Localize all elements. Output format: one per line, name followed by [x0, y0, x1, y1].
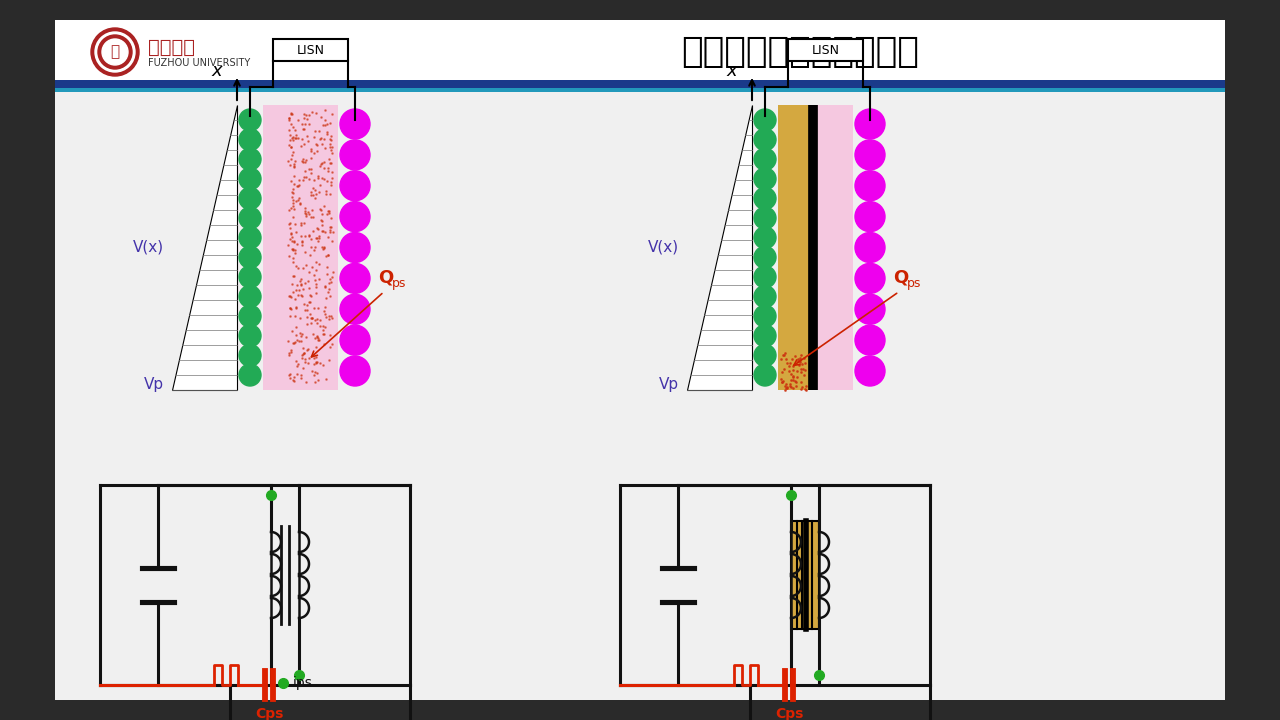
Circle shape	[754, 286, 776, 307]
Polygon shape	[172, 105, 237, 390]
Circle shape	[754, 266, 776, 288]
Circle shape	[340, 202, 370, 232]
Bar	[778, 105, 810, 390]
Text: Cps: Cps	[255, 707, 283, 720]
Bar	[262, 105, 338, 390]
Circle shape	[340, 171, 370, 201]
Circle shape	[239, 325, 261, 347]
Text: Vp: Vp	[659, 377, 678, 392]
Circle shape	[855, 356, 884, 386]
Bar	[55, 20, 1225, 80]
Text: ps: ps	[908, 277, 922, 290]
Circle shape	[855, 202, 884, 232]
Circle shape	[239, 148, 261, 170]
Circle shape	[340, 233, 370, 263]
Bar	[55, 88, 1225, 92]
Circle shape	[754, 344, 776, 366]
Text: 福: 福	[110, 45, 119, 60]
Bar	[55, 80, 1225, 88]
Text: Vp: Vp	[143, 377, 164, 392]
Circle shape	[754, 207, 776, 229]
Text: Q: Q	[893, 269, 909, 287]
Circle shape	[95, 32, 134, 72]
Text: LISN: LISN	[812, 43, 840, 56]
Text: ps: ps	[392, 277, 406, 290]
Circle shape	[239, 227, 261, 248]
Circle shape	[239, 305, 261, 327]
Bar	[791, 521, 819, 629]
Text: LISN: LISN	[297, 43, 325, 56]
Text: x: x	[727, 62, 737, 80]
Text: 福州大学: 福州大学	[148, 37, 195, 56]
Circle shape	[239, 207, 261, 229]
Circle shape	[239, 168, 261, 190]
Text: ips: ips	[293, 676, 312, 690]
Bar	[273, 39, 348, 61]
Circle shape	[99, 35, 132, 69]
Circle shape	[239, 129, 261, 150]
Text: V(x): V(x)	[133, 240, 164, 255]
Circle shape	[855, 264, 884, 293]
Text: x: x	[211, 62, 223, 80]
Circle shape	[754, 246, 776, 269]
Circle shape	[340, 356, 370, 386]
Text: Q: Q	[378, 269, 393, 287]
Circle shape	[340, 109, 370, 139]
Circle shape	[754, 148, 776, 170]
Text: Cps: Cps	[774, 707, 803, 720]
Circle shape	[855, 294, 884, 324]
Bar	[788, 39, 863, 61]
Circle shape	[754, 227, 776, 248]
Circle shape	[239, 187, 261, 210]
Text: 原、副边绕组间共模噪声: 原、副边绕组间共模噪声	[681, 35, 919, 69]
Circle shape	[754, 325, 776, 347]
Bar	[778, 105, 852, 390]
Circle shape	[855, 171, 884, 201]
Circle shape	[102, 39, 128, 65]
Circle shape	[91, 28, 140, 76]
Circle shape	[239, 286, 261, 307]
Circle shape	[340, 264, 370, 293]
Circle shape	[855, 233, 884, 263]
Circle shape	[239, 344, 261, 366]
Circle shape	[340, 140, 370, 170]
Circle shape	[239, 266, 261, 288]
Circle shape	[340, 325, 370, 355]
Circle shape	[855, 325, 884, 355]
Text: FUZHOU UNIVERSITY: FUZHOU UNIVERSITY	[148, 58, 251, 68]
Circle shape	[754, 129, 776, 150]
Circle shape	[239, 246, 261, 269]
Circle shape	[340, 294, 370, 324]
Circle shape	[855, 109, 884, 139]
Circle shape	[754, 109, 776, 131]
Polygon shape	[687, 105, 753, 390]
Text: V(x): V(x)	[648, 240, 678, 255]
Circle shape	[239, 109, 261, 131]
Circle shape	[754, 168, 776, 190]
Circle shape	[754, 364, 776, 386]
Circle shape	[239, 364, 261, 386]
Circle shape	[754, 187, 776, 210]
Circle shape	[754, 305, 776, 327]
Circle shape	[855, 140, 884, 170]
